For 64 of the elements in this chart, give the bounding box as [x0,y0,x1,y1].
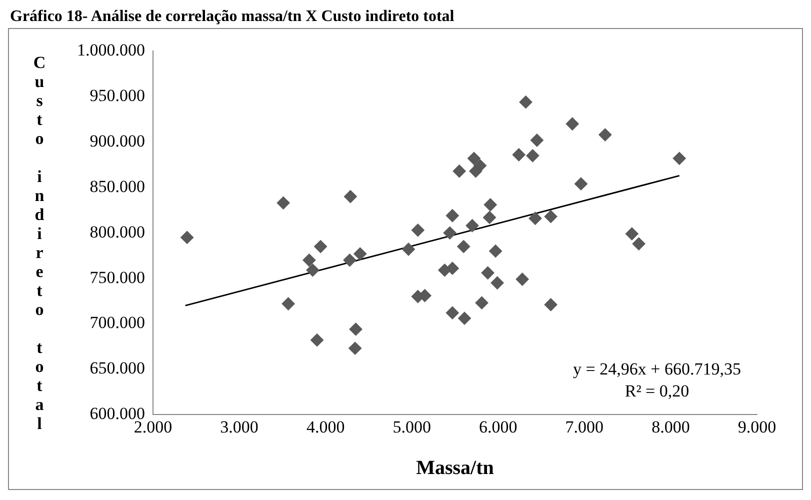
point [530,134,544,147]
point [475,296,488,310]
chart-title: Gráfico 18- Análise de correlação massa/tn X Custo indireto total [10,8,456,26]
point [528,212,542,225]
point [526,149,540,162]
point [446,262,459,275]
y-axis-title: Custo indireto total [29,53,50,433]
x-tick-label: 6.000 [479,417,518,436]
point [467,152,480,165]
x-tick-label: 7.000 [565,417,604,436]
x-tick-label: 4.000 [306,417,345,436]
point [452,164,466,178]
point [446,209,459,222]
point [625,227,638,240]
point [466,219,479,232]
y-tick-label: 850.000 [90,176,145,196]
annotation: R² = 0,20 [624,382,690,401]
point [354,247,367,260]
point [306,264,320,277]
point [544,298,558,312]
point [302,254,316,267]
y-tick-label: 1.000.000 [77,40,145,60]
point [348,342,362,355]
x-tick-label: 3.000 [220,417,258,436]
point [446,306,459,320]
y-tick-label: 750.000 [90,268,145,287]
point [483,210,496,224]
point [672,152,686,165]
x-tick-label: 8.000 [652,417,690,436]
point [481,266,494,280]
point [632,237,646,250]
point [598,128,612,142]
y-tick-label: 800.000 [90,222,145,242]
point [512,148,526,162]
y-tick-label: 700.000 [90,313,145,332]
point [411,224,424,237]
point [544,210,558,224]
annotation: y = 24,96x + 660.719,35 [573,360,741,379]
point [402,242,415,256]
x-tick-label: 9.000 [738,417,776,436]
point [282,297,295,310]
y-tick-label: 650.000 [90,358,145,378]
point [574,177,588,190]
point [484,198,497,212]
point [516,272,529,286]
y-tick-label: 900.000 [90,132,145,151]
point [180,230,194,244]
point [469,164,482,178]
y-tick-label: 950.000 [90,86,145,106]
point [490,276,504,290]
point [343,254,356,267]
point [310,334,324,347]
point [519,96,532,109]
point [457,240,470,254]
point [344,190,357,204]
point [349,322,362,336]
point [276,196,290,210]
point [489,244,502,258]
x-axis-title: Massa/tn [416,457,494,480]
x-tick-label: 5.000 [392,417,431,436]
point [443,226,456,240]
point [314,240,328,254]
point [566,117,579,130]
point [458,312,471,325]
